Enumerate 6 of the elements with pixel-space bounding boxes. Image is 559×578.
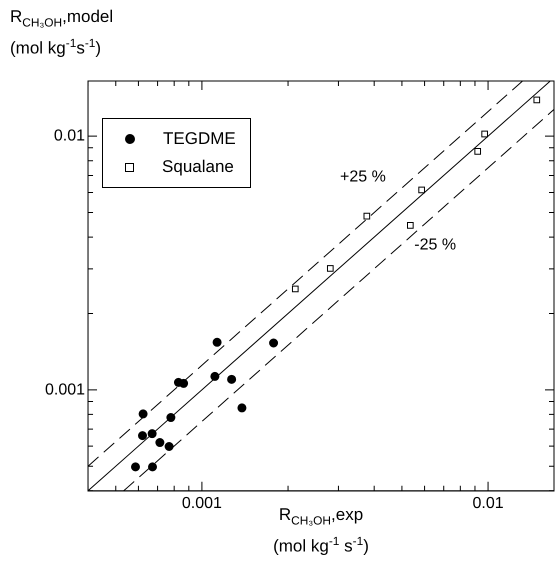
annotation: +25 % (340, 168, 386, 186)
y-axis-title: R$_{CH₃OH}$,model (mol kg$^{-1}$s$^{-1}$) (10, 6, 114, 60)
legend-label: Squalane (162, 157, 234, 177)
x-axis-title: R$_{CH₃OH}$,exp (mol kg$^{-1}$ s$^{-1}$) (273, 505, 369, 556)
legend-label: TEGDME (163, 129, 236, 149)
annotation: -25 % (414, 236, 456, 254)
